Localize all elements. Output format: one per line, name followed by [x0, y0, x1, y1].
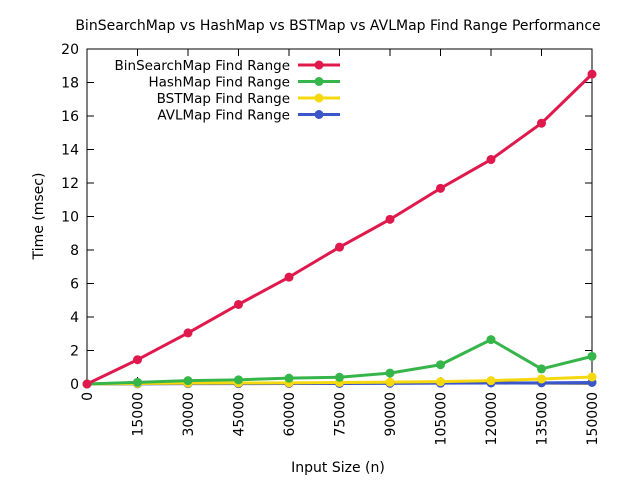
x-tick-label: 45000 — [232, 392, 248, 437]
data-point — [335, 242, 344, 252]
x-tick-label: 30000 — [181, 392, 197, 437]
data-point — [82, 379, 92, 389]
x-tick-label: 150000 — [585, 392, 601, 445]
y-tick-label: 12 — [61, 176, 79, 192]
data-point — [486, 335, 496, 345]
series-layer — [82, 69, 597, 389]
data-point — [537, 118, 546, 128]
legend-label: BinSearchMap Find Range — [115, 58, 290, 74]
data-point — [587, 69, 597, 79]
x-tick-label: 90000 — [383, 392, 399, 437]
data-point — [183, 376, 193, 386]
y-tick-label: 10 — [61, 210, 79, 226]
y-tick-label: 4 — [70, 310, 79, 326]
data-point — [436, 183, 445, 193]
x-axis-label: Input Size (n) — [291, 460, 385, 476]
y-tick-label: 14 — [61, 143, 79, 159]
data-point — [436, 377, 445, 387]
x-tick-label: 120000 — [484, 392, 500, 445]
data-point — [587, 351, 597, 361]
data-point — [234, 299, 243, 309]
x-tick-label: 135000 — [535, 392, 551, 445]
x-tick-label: 15000 — [131, 392, 147, 437]
y-axis-label: Time (msec) — [31, 173, 47, 261]
data-point — [133, 355, 142, 365]
data-point — [486, 376, 496, 386]
x-axis-ticks: 0 15000 30000 45000 60000 75000 90000 105000 120… — [80, 49, 601, 445]
data-point — [436, 360, 445, 370]
data-point — [335, 372, 344, 382]
data-point — [587, 372, 597, 382]
data-point — [183, 328, 193, 338]
data-point — [385, 377, 395, 387]
data-point — [537, 374, 546, 384]
y-tick-label: 16 — [61, 109, 79, 125]
data-point — [284, 272, 294, 282]
legend-label: AVLMap Find Range — [157, 108, 290, 124]
data-point — [234, 375, 243, 385]
data-point — [133, 377, 142, 387]
y-tick-label: 18 — [61, 76, 79, 92]
x-tick-label: 0 — [80, 392, 96, 401]
data-point — [284, 373, 294, 383]
data-point — [537, 364, 546, 374]
data-point — [385, 368, 395, 378]
x-tick-label: 60000 — [282, 392, 298, 437]
x-tick-label: 75000 — [333, 392, 349, 437]
legend-swatch-point — [314, 60, 324, 70]
y-tick-label: 2 — [70, 344, 79, 360]
legend-swatch-point — [314, 110, 324, 119]
data-point — [385, 214, 395, 224]
legend-label: HashMap Find Range — [148, 75, 290, 91]
y-tick-label: 6 — [70, 277, 79, 293]
legend-label: BSTMap Find Range — [157, 91, 290, 107]
y-tick-label: 0 — [70, 377, 79, 393]
x-tick-label: 105000 — [434, 392, 450, 445]
y-tick-label: 8 — [70, 243, 79, 259]
data-point — [486, 155, 496, 165]
legend-swatch-point — [314, 77, 324, 86]
legend-swatch-point — [314, 93, 324, 103]
y-tick-label: 20 — [61, 42, 79, 58]
chart-title: BinSearchMap vs HashMap vs BSTMap vs AVL… — [75, 18, 600, 34]
y-axis-ticks: 0 2 4 6 8 10 12 14 16 18 20 — [61, 42, 592, 393]
